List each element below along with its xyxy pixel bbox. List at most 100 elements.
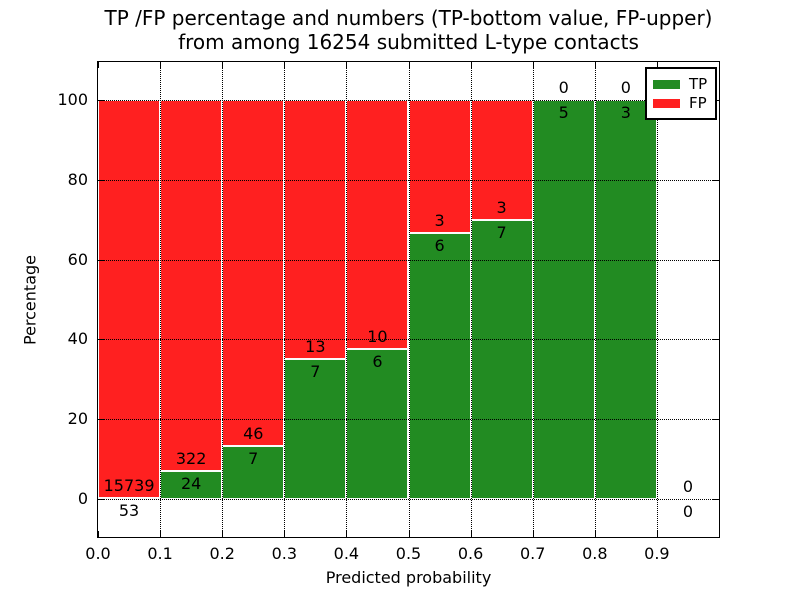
chart-title-line1: TP /FP percentage and numbers (TP-bottom… bbox=[104, 6, 713, 30]
x-tick-mark bbox=[222, 62, 224, 68]
x-tick-label: 0.3 bbox=[271, 544, 298, 563]
x-tick-label: 0.5 bbox=[395, 544, 422, 563]
gridline-v bbox=[656, 62, 658, 537]
tp-count-label: 7 bbox=[248, 449, 259, 469]
y-tick-mark bbox=[98, 419, 104, 421]
gridline-v bbox=[222, 62, 224, 537]
gridline-v-underlay bbox=[159, 62, 161, 537]
tp-count-label: 0 bbox=[682, 502, 694, 521]
x-tick-mark bbox=[656, 62, 658, 68]
legend-item: TP bbox=[653, 76, 709, 93]
x-tick-label: 0.2 bbox=[209, 544, 235, 563]
fp-count-label: 322 bbox=[175, 449, 207, 469]
y-tick-mark bbox=[98, 499, 104, 500]
y-axis-label: Percentage bbox=[20, 254, 40, 346]
x-tick-mark bbox=[346, 62, 348, 68]
x-tick-label: 0.8 bbox=[582, 544, 608, 563]
gridline-v bbox=[346, 62, 348, 537]
y-tick-mark bbox=[713, 499, 719, 500]
gridline-v-underlay bbox=[221, 62, 223, 537]
x-tick-mark bbox=[222, 531, 224, 537]
x-tick-label: 0.9 bbox=[644, 544, 670, 563]
x-tick-mark bbox=[594, 531, 596, 537]
tp-count-label: 5 bbox=[558, 103, 569, 122]
y-tick-label: 40 bbox=[67, 329, 88, 349]
x-tick-mark bbox=[284, 62, 286, 68]
tp-count-label: 7 bbox=[310, 362, 321, 382]
x-tick-mark bbox=[594, 62, 596, 68]
x-tick-mark bbox=[98, 62, 99, 68]
gridline-h bbox=[98, 179, 719, 181]
fp-count-label: 13 bbox=[305, 337, 326, 357]
bar-fp-segment bbox=[470, 100, 533, 220]
gridline-v-underlay bbox=[531, 62, 533, 537]
bar-tp-segment bbox=[532, 100, 595, 499]
y-tick-mark bbox=[713, 179, 719, 181]
gridline-h bbox=[98, 100, 719, 101]
x-axis-label: Predicted probability bbox=[325, 568, 492, 587]
x-tick-mark bbox=[532, 62, 534, 68]
tp-count-label: 7 bbox=[496, 222, 507, 242]
gridline-v bbox=[284, 62, 286, 537]
x-tick-label: 0.6 bbox=[457, 544, 484, 563]
x-tick-label: 0.7 bbox=[519, 544, 546, 563]
fp-legend-swatch bbox=[653, 99, 680, 108]
legend-item-label: FP bbox=[689, 94, 707, 112]
x-tick-mark bbox=[160, 62, 162, 68]
gridline-h bbox=[98, 259, 719, 261]
gridline-v-underlay bbox=[407, 62, 409, 537]
y-tick-mark bbox=[98, 259, 104, 261]
x-tick-mark bbox=[470, 62, 472, 68]
gridline-v bbox=[470, 62, 472, 537]
chart-title-line2: from among 16254 submitted L-type contac… bbox=[178, 30, 639, 54]
y-tick-mark bbox=[98, 339, 104, 341]
bar-tp-segment bbox=[594, 100, 657, 499]
bar-tp-segment bbox=[470, 219, 533, 499]
legend-item: FP bbox=[653, 95, 709, 112]
bar-fp-segment bbox=[284, 100, 347, 360]
y-tick-mark bbox=[713, 419, 719, 421]
x-tick-mark bbox=[408, 62, 410, 68]
tp-count-label: 6 bbox=[434, 235, 445, 255]
fp-count-label: 46 bbox=[243, 424, 264, 444]
fp-count-label: 0 bbox=[682, 477, 694, 496]
x-tick-label: 0.4 bbox=[333, 544, 360, 563]
gridline-v bbox=[594, 62, 596, 537]
y-tick-mark bbox=[98, 179, 104, 181]
gridline-h bbox=[98, 339, 719, 341]
x-tick-mark bbox=[408, 531, 410, 537]
x-tick-mark bbox=[470, 531, 472, 537]
y-tick-label: 100 bbox=[57, 90, 88, 109]
x-tick-mark bbox=[98, 531, 99, 537]
tp-count-label: 6 bbox=[372, 352, 383, 372]
tp-count-label: 3 bbox=[620, 103, 631, 122]
tp-count-label: 24 bbox=[180, 474, 202, 494]
x-tick-mark bbox=[532, 531, 534, 537]
tp-legend-swatch bbox=[653, 80, 680, 89]
bar-fp-segment bbox=[408, 100, 471, 233]
fp-count-label: 3 bbox=[496, 197, 507, 217]
fp-count-label: 0 bbox=[558, 78, 569, 97]
bar-tp-segment bbox=[408, 232, 471, 499]
x-tick-label: 0.0 bbox=[85, 544, 111, 563]
gridline-h bbox=[98, 419, 719, 421]
fp-count-label: 0 bbox=[620, 78, 631, 97]
fp-count-label: 3 bbox=[434, 210, 445, 230]
x-tick-mark bbox=[160, 531, 162, 537]
x-tick-mark bbox=[284, 531, 286, 537]
legend-item-label: TP bbox=[689, 75, 708, 93]
x-tick-mark bbox=[346, 531, 348, 537]
fp-count-label: 10 bbox=[367, 327, 388, 347]
y-tick-mark bbox=[713, 259, 719, 261]
gridline-v bbox=[160, 62, 162, 537]
y-tick-label: 60 bbox=[67, 249, 88, 269]
gridline-h bbox=[98, 499, 719, 500]
bar-fp-segment bbox=[222, 100, 285, 447]
y-tick-label: 0 bbox=[77, 489, 88, 508]
bar-fp-segment bbox=[160, 100, 223, 472]
legend: TP FP bbox=[645, 67, 717, 120]
gridline-v-underlay bbox=[345, 62, 347, 537]
gridline-v bbox=[532, 62, 534, 537]
x-tick-label: 0.1 bbox=[147, 544, 173, 563]
